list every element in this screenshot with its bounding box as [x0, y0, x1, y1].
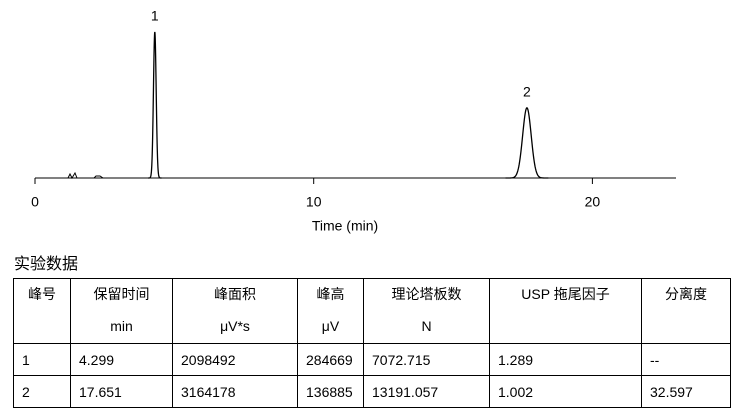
- header-cell: USP 拖尾因子: [489, 278, 642, 344]
- x-tick-label: 0: [31, 194, 39, 210]
- header-cell: 峰号: [13, 278, 71, 344]
- peak: [147, 31, 162, 179]
- table-cell: 7072.715: [363, 343, 490, 376]
- table-cell: --: [641, 343, 731, 376]
- peak-label: 2: [523, 83, 531, 99]
- header-cell: 保留时间 min: [70, 278, 173, 344]
- x-tick-label: 10: [306, 194, 322, 210]
- table-cell: 284669: [297, 343, 364, 376]
- table-row: 1 4.299 2098492 284669 7072.715 1.289 --: [13, 343, 731, 376]
- header-cell: 理论塔板数 N: [363, 278, 490, 344]
- baseline-noise: [35, 171, 104, 180]
- x-tick-label: 20: [585, 194, 601, 210]
- peak: [505, 106, 549, 179]
- header-text: μV: [321, 318, 340, 334]
- table-row: 2 17.651 3164178 136885 13191.057 1.002 32.597: [13, 375, 731, 408]
- header-text: 理论塔板数: [391, 286, 462, 302]
- header-row: 峰号 保留时间 min 峰面积 μV*s 峰高 μV 理论塔板数 N USP 拖尾因子 分离度: [13, 278, 731, 344]
- table-cell: 3164178: [172, 375, 298, 408]
- header-text: min: [110, 318, 133, 334]
- table-cell: 1.002: [489, 375, 642, 408]
- table-cell: 13191.057: [363, 375, 490, 408]
- header-text: 分离度: [665, 286, 707, 302]
- header-text: N: [421, 318, 432, 334]
- header-text: 保留时间: [93, 286, 150, 302]
- header-text: USP 拖尾因子: [521, 286, 610, 302]
- table-title: 实验数据: [14, 254, 79, 273]
- header-cell: 峰面积 μV*s: [172, 278, 298, 344]
- table-cell: 136885: [297, 375, 364, 408]
- table-cell: 2: [13, 375, 71, 408]
- table-cell: 4.299: [70, 343, 173, 376]
- header-text: 峰面积: [214, 286, 256, 302]
- table-cell: 2098492: [172, 343, 298, 376]
- header-text: 峰号: [28, 286, 56, 302]
- table-cell: 17.651: [70, 375, 173, 408]
- x-axis-label: Time (min): [312, 218, 378, 234]
- header-cell: 分离度: [641, 278, 731, 344]
- peak-label: 1: [151, 8, 159, 24]
- header-text: μV*s: [220, 318, 250, 334]
- chromatogram: Time (min) 0 10 20 1 2: [31, 8, 676, 234]
- table-cell: 1.289: [489, 343, 642, 376]
- header-text: 峰高: [316, 286, 345, 302]
- header-cell: 峰高 μV: [297, 278, 364, 344]
- table-cell: 1: [13, 343, 71, 376]
- table-cell: 32.597: [641, 375, 731, 408]
